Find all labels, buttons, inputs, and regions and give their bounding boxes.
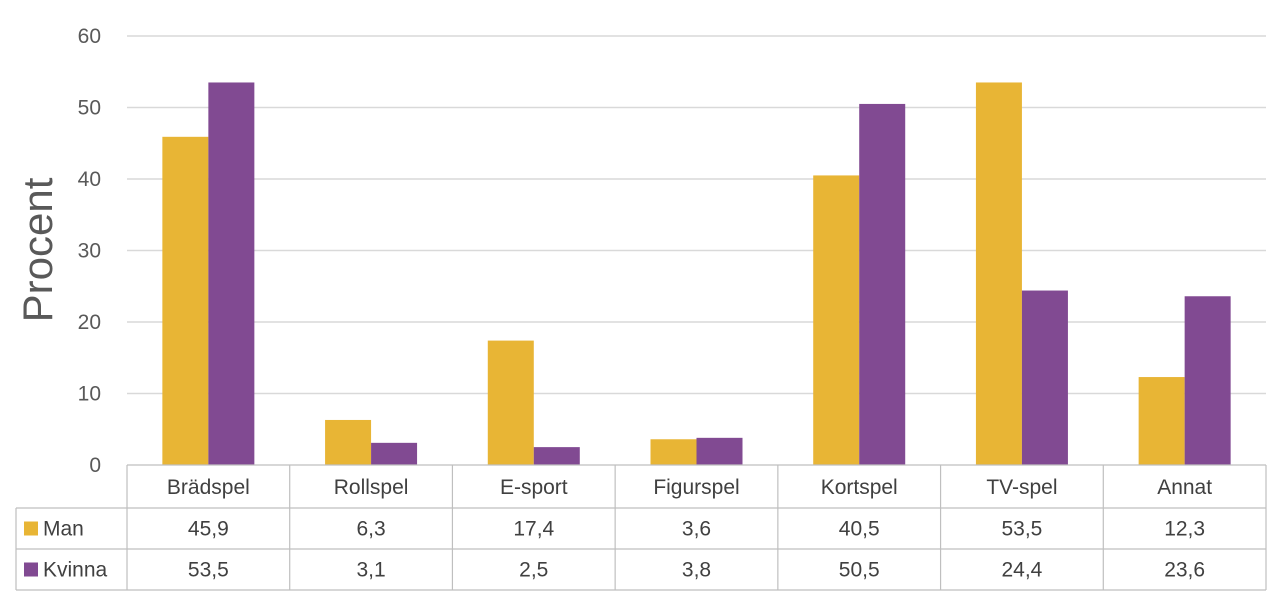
y-tick-label: 50 bbox=[78, 97, 101, 120]
data-label-kvinna: 3,1 bbox=[356, 559, 385, 582]
bar-man bbox=[650, 439, 697, 465]
bar-man bbox=[487, 340, 534, 465]
y-tick-label: 10 bbox=[78, 383, 101, 406]
bar-kvinna bbox=[1184, 296, 1231, 465]
bar-kvinna bbox=[371, 442, 418, 465]
data-label-man: 3,6 bbox=[682, 518, 711, 541]
category-label: Brädspel bbox=[167, 476, 250, 499]
data-label-man: 53,5 bbox=[1001, 518, 1042, 541]
legend-swatch-kvinna bbox=[24, 562, 38, 577]
data-label-man: 40,5 bbox=[839, 518, 880, 541]
bars bbox=[162, 82, 1231, 466]
data-table: Brädspel Rollspel E-sport Figurspel Kortspel… bbox=[15, 464, 1267, 591]
category-label: Kortspel bbox=[821, 476, 898, 499]
legend-label-man: Man bbox=[43, 518, 84, 541]
bar-kvinna bbox=[1021, 290, 1068, 465]
bar-kvinna bbox=[533, 447, 580, 465]
data-label-kvinna: 3,8 bbox=[682, 559, 711, 582]
data-label-man: 12,3 bbox=[1164, 518, 1205, 541]
category-label: Rollspel bbox=[334, 476, 409, 499]
y-tick-label: 30 bbox=[78, 240, 101, 263]
y-axis-label: Procent bbox=[14, 177, 61, 322]
bar-kvinna bbox=[696, 437, 743, 465]
bar-man bbox=[1138, 377, 1185, 465]
data-label-man: 17,4 bbox=[513, 518, 554, 541]
bar-man bbox=[975, 82, 1022, 465]
data-label-kvinna: 2,5 bbox=[519, 559, 548, 582]
legend-swatch-man bbox=[24, 521, 38, 536]
data-label-kvinna: 23,6 bbox=[1164, 559, 1205, 582]
bar-kvinna bbox=[208, 82, 255, 465]
y-tick-label: 60 bbox=[78, 25, 101, 48]
category-label: TV-spel bbox=[986, 476, 1057, 499]
data-label-kvinna: 53,5 bbox=[188, 559, 229, 582]
bar-man bbox=[325, 419, 372, 465]
legend-label-kvinna: Kvinna bbox=[43, 559, 108, 582]
data-label-kvinna: 50,5 bbox=[839, 559, 880, 582]
data-label-man: 6,3 bbox=[356, 518, 385, 541]
y-tick-label: 40 bbox=[78, 168, 101, 191]
category-label: E-sport bbox=[500, 476, 568, 499]
category-label: Figurspel bbox=[653, 476, 739, 499]
y-axis-ticks: 0 10 20 30 40 50 60 bbox=[78, 25, 101, 477]
data-label-man: 45,9 bbox=[188, 518, 229, 541]
y-tick-label: 0 bbox=[89, 454, 101, 477]
bar-man bbox=[162, 136, 209, 465]
gridlines bbox=[127, 35, 1266, 395]
y-tick-label: 20 bbox=[78, 311, 101, 334]
category-label: Annat bbox=[1157, 476, 1212, 499]
data-label-kvinna: 24,4 bbox=[1001, 559, 1042, 582]
bar-man bbox=[813, 175, 860, 466]
bar-kvinna bbox=[859, 103, 906, 466]
